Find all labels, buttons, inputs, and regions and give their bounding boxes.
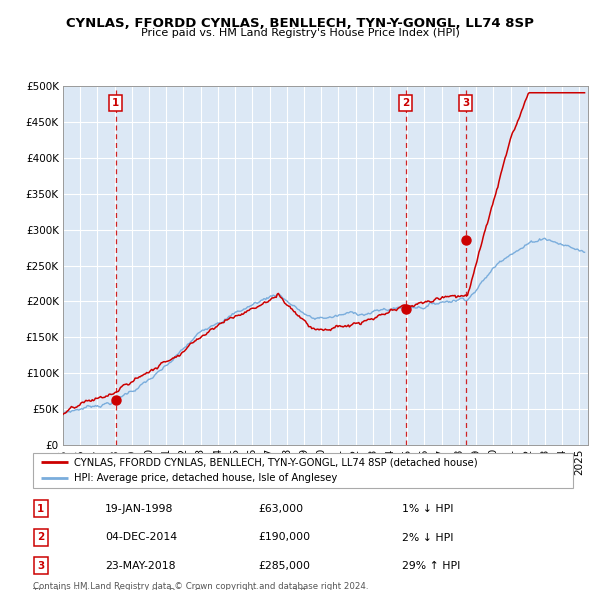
Text: £190,000: £190,000 — [258, 533, 310, 542]
Text: This data is licensed under the Open Government Licence v3.0.: This data is licensed under the Open Gov… — [33, 588, 308, 590]
Text: 3: 3 — [37, 561, 44, 571]
Text: 19-JAN-1998: 19-JAN-1998 — [105, 504, 173, 513]
Text: 1: 1 — [112, 98, 119, 108]
Text: Contains HM Land Registry data © Crown copyright and database right 2024.: Contains HM Land Registry data © Crown c… — [33, 582, 368, 590]
Text: £285,000: £285,000 — [258, 561, 310, 571]
Text: 2% ↓ HPI: 2% ↓ HPI — [402, 533, 454, 542]
Text: 3: 3 — [462, 98, 469, 108]
Text: 1% ↓ HPI: 1% ↓ HPI — [402, 504, 454, 513]
Text: HPI: Average price, detached house, Isle of Anglesey: HPI: Average price, detached house, Isle… — [74, 473, 337, 483]
Text: 29% ↑ HPI: 29% ↑ HPI — [402, 561, 460, 571]
Text: 23-MAY-2018: 23-MAY-2018 — [105, 561, 176, 571]
Text: Price paid vs. HM Land Registry's House Price Index (HPI): Price paid vs. HM Land Registry's House … — [140, 28, 460, 38]
Text: £63,000: £63,000 — [258, 504, 303, 513]
Text: 2: 2 — [37, 533, 44, 542]
Text: 04-DEC-2014: 04-DEC-2014 — [105, 533, 177, 542]
Text: 2: 2 — [402, 98, 410, 108]
Text: CYNLAS, FFORDD CYNLAS, BENLLECH, TYN-Y-GONGL, LL74 8SP: CYNLAS, FFORDD CYNLAS, BENLLECH, TYN-Y-G… — [66, 17, 534, 30]
FancyBboxPatch shape — [33, 453, 573, 488]
Text: CYNLAS, FFORDD CYNLAS, BENLLECH, TYN-Y-GONGL, LL74 8SP (detached house): CYNLAS, FFORDD CYNLAS, BENLLECH, TYN-Y-G… — [74, 457, 477, 467]
Text: 1: 1 — [37, 504, 44, 513]
